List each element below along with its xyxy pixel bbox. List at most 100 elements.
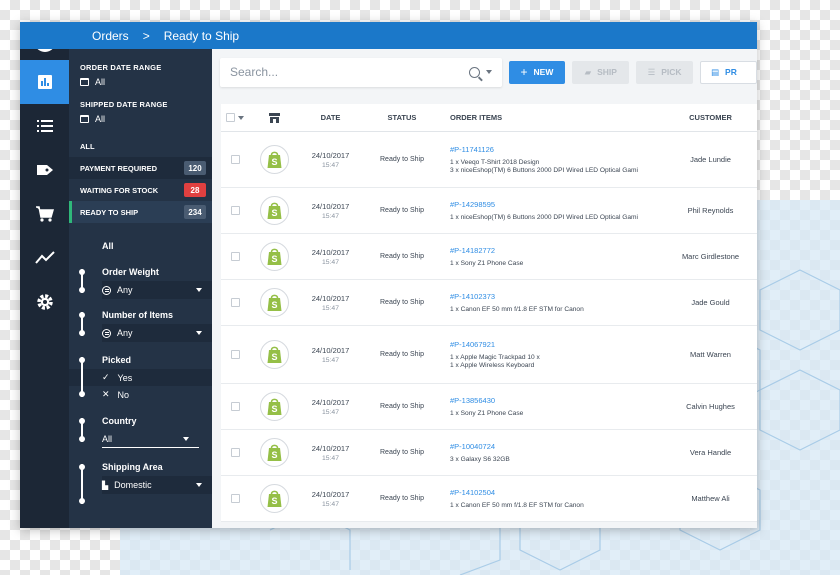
header-customer[interactable]: CUSTOMER [689, 113, 732, 122]
count-badge: 28 [184, 183, 206, 197]
order-status: Ready to Ship [380, 253, 424, 260]
table-row[interactable]: S 24/10/2017 15:47 Ready to Ship #P-14067921… [221, 326, 757, 384]
order-time: 15:47 [321, 408, 339, 416]
nav-orders[interactable] [20, 104, 69, 148]
count-badge: 234 [184, 205, 206, 219]
chevron-down-icon[interactable] [485, 70, 492, 74]
store-icon [268, 112, 280, 123]
table-row[interactable]: S 24/10/2017 15:47 Ready to Ship #P-14298595… [221, 188, 757, 234]
status-label: ALL [80, 141, 95, 151]
order-id-link[interactable]: #P-14298595 [450, 200, 496, 209]
shipping-area-filter: Shipping Area ▙ Domestic [69, 462, 212, 504]
order-id-link[interactable]: #P-14067921 [450, 340, 496, 349]
table-row[interactable]: S 24/10/2017 15:47 Ready to Ship #P-14102373… [221, 280, 757, 326]
order-id-link[interactable]: #P-13856430 [450, 396, 496, 405]
order-date: 24/10/2017 [311, 201, 350, 211]
order-time: 15:47 [321, 161, 339, 169]
bar-chart-icon [37, 75, 52, 89]
svg-text:S: S [271, 352, 277, 362]
order-item-line: 1 x niceEshop(TM) 6 Buttons 2000 DPI Wir… [450, 214, 638, 221]
table-row[interactable]: S 24/10/2017 15:47 Ready to Ship #P-10040724… [221, 430, 757, 476]
shopify-icon: S [267, 151, 281, 168]
order-id-link[interactable]: #P-11741126 [450, 145, 494, 154]
count-badge: 120 [184, 161, 206, 175]
order-date: 24/10/2017 [311, 489, 350, 499]
nav-reports[interactable] [20, 236, 69, 280]
shipping-area-select[interactable]: ▙ Domestic [102, 476, 212, 494]
toolbar: Search... + NEW ▰ SHIP ☰ PICK ▤ PR [212, 49, 757, 95]
shipped-date-filter[interactable]: SHIPPED DATE RANGE All [69, 100, 212, 124]
shipped-date-label: SHIPPED DATE RANGE [80, 100, 168, 109]
nav-settings[interactable] [20, 280, 69, 324]
row-checkbox[interactable] [230, 298, 240, 307]
svg-text:S: S [271, 404, 277, 414]
main-content: Orders > Ready to Ship Search... + NEW ▰ S… [20, 22, 757, 528]
breadcrumb-orders[interactable]: Orders [92, 28, 129, 43]
order-date: 24/10/2017 [311, 443, 350, 453]
order-date-value: All [95, 77, 106, 87]
nav-products[interactable] [20, 148, 69, 192]
sub-filter-all-label: All [102, 241, 114, 251]
plus-icon: + [520, 65, 528, 79]
order-id-link[interactable]: #P-14102504 [450, 488, 496, 497]
order-id-link[interactable]: #P-10040724 [450, 442, 496, 451]
print-button[interactable]: ▤ PR [700, 60, 757, 84]
shipping-area-label: Shipping Area [102, 462, 163, 472]
sub-filter-all[interactable]: All [69, 241, 212, 251]
order-weight-select[interactable]: Any [102, 281, 212, 299]
order-id-link[interactable]: #P-14182772 [450, 246, 496, 255]
row-checkbox[interactable] [230, 206, 240, 215]
search-placeholder: Search... [230, 65, 279, 79]
channel-logo: S [259, 438, 289, 467]
order-time: 15:47 [321, 212, 339, 220]
header-order-items[interactable]: ORDER ITEMS [450, 113, 503, 122]
order-date-filter[interactable]: ORDER DATE RANGE All [69, 63, 212, 87]
table-row[interactable]: S 24/10/2017 15:47 Ready to Ship #P-11741126… [221, 132, 757, 188]
picked-no-option[interactable]: ✕ No [102, 386, 212, 403]
nav-dashboard[interactable] [20, 60, 69, 104]
number-of-items-select[interactable]: Any [102, 324, 212, 342]
nav-purchases[interactable] [20, 192, 69, 236]
table-row[interactable]: S 24/10/2017 15:47 Ready to Ship #P-14182772… [221, 234, 757, 280]
table-row[interactable]: S 24/10/2017 15:47 Ready to Ship #P-13856430… [221, 384, 757, 430]
shopify-icon: S [267, 490, 281, 507]
order-id-link[interactable]: #P-14102373 [450, 292, 496, 301]
status-filter-payment-required[interactable]: PAYMENT REQUIRED 120 [69, 157, 212, 179]
order-item-line: 1 x Canon EF 50 mm f/1.8 EF STM for Cano… [450, 502, 584, 509]
order-time: 15:47 [321, 304, 339, 312]
search-icon[interactable] [468, 66, 480, 78]
svg-text:S: S [271, 208, 277, 218]
picked-yes-option[interactable]: ✓ Yes [69, 369, 212, 386]
row-checkbox[interactable] [230, 494, 240, 503]
row-checkbox[interactable] [230, 155, 240, 164]
row-checkbox[interactable] [230, 402, 240, 411]
select-all-checkbox[interactable] [221, 113, 249, 122]
list-icon [36, 120, 53, 132]
row-checkbox[interactable] [230, 252, 240, 261]
channel-logo: S [259, 196, 289, 225]
order-status: Ready to Ship [380, 403, 424, 410]
shopify-icon: S [267, 294, 281, 311]
search-input[interactable]: Search... [220, 57, 502, 87]
row-checkbox[interactable] [230, 350, 240, 359]
shopify-icon: S [267, 202, 281, 219]
new-button[interactable]: + NEW [508, 60, 566, 84]
header-status[interactable]: STATUS [387, 113, 417, 122]
header-date[interactable]: DATE [320, 113, 341, 122]
status-filter-waiting-for-stock[interactable]: WAITING FOR STOCK 28 [69, 179, 212, 201]
chevron-down-icon [238, 116, 244, 120]
pick-button[interactable]: ☰ PICK [636, 60, 693, 84]
country-select[interactable]: All [102, 430, 199, 448]
status-filter-all[interactable]: ALL [69, 135, 212, 157]
table-row[interactable]: S 24/10/2017 15:47 Ready to Ship #P-14102504… [221, 476, 757, 522]
channel-logo: S [259, 392, 289, 421]
new-button-label: NEW [533, 67, 554, 77]
ship-button[interactable]: ▰ SHIP [572, 60, 630, 84]
cart-icon [35, 206, 54, 222]
status-filter-ready-to-ship[interactable]: READY TO SHIP 234 [69, 201, 212, 223]
customer-name: Vera Handle [689, 448, 732, 457]
row-checkbox[interactable] [230, 448, 240, 457]
channel-logo: S [259, 145, 289, 174]
calendar-icon [80, 78, 89, 86]
svg-text:S: S [271, 157, 277, 167]
